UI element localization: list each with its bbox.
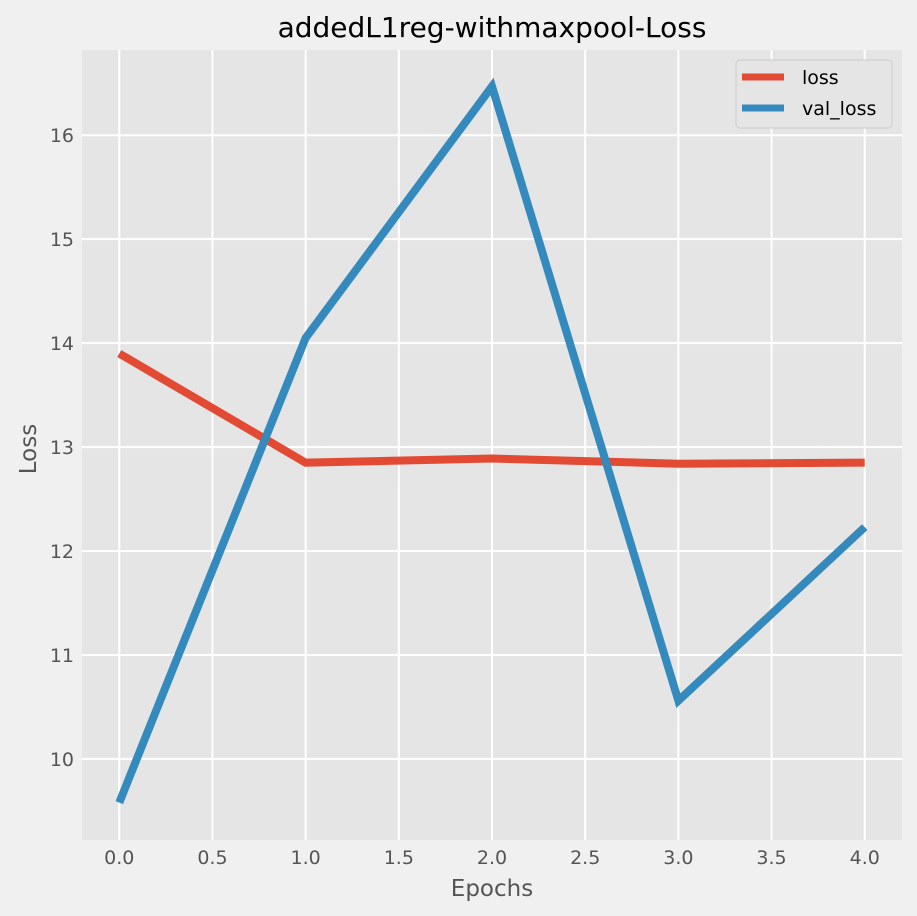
- x-tick-label: 2.0: [477, 847, 507, 869]
- legend-label-val-loss: val_loss: [802, 98, 876, 120]
- series-lines: [115, 77, 868, 805]
- x-axis-ticks: 0.0 0.5 1.0 1.5 2.0 2.5 3.0 3.5 4.0: [104, 847, 880, 869]
- x-tick-label: 3.0: [663, 847, 693, 869]
- y-tick-label: 14: [50, 333, 74, 355]
- gridlines: [82, 50, 902, 840]
- y-tick-label: 11: [50, 645, 74, 667]
- legend: loss val_loss: [735, 59, 893, 129]
- x-tick-label: 1.5: [384, 847, 414, 869]
- y-tick-label: 15: [50, 229, 74, 251]
- y-tick-label: 16: [50, 125, 74, 147]
- y-tick-label: 12: [50, 541, 74, 563]
- y-tick-label: 10: [50, 749, 74, 771]
- series-line-loss: [117, 350, 865, 468]
- y-tick-label: 13: [50, 437, 74, 459]
- x-tick-label: 0.5: [197, 847, 227, 869]
- x-tick-label: 2.5: [570, 847, 600, 869]
- x-tick-label: 0.0: [104, 847, 134, 869]
- x-tick-label: 3.5: [756, 847, 786, 869]
- x-axis-label: Epochs: [451, 876, 533, 902]
- legend-label-loss: loss: [802, 67, 839, 89]
- chart-title: addedL1reg-withmaxpool-Loss: [278, 11, 707, 44]
- series-line-val-loss: [115, 77, 868, 805]
- y-axis-label: Loss: [16, 424, 42, 474]
- x-tick-label: 4.0: [850, 847, 880, 869]
- x-tick-label: 1.0: [291, 847, 321, 869]
- y-axis-ticks: 10 11 12 13 14 15 16: [50, 125, 74, 771]
